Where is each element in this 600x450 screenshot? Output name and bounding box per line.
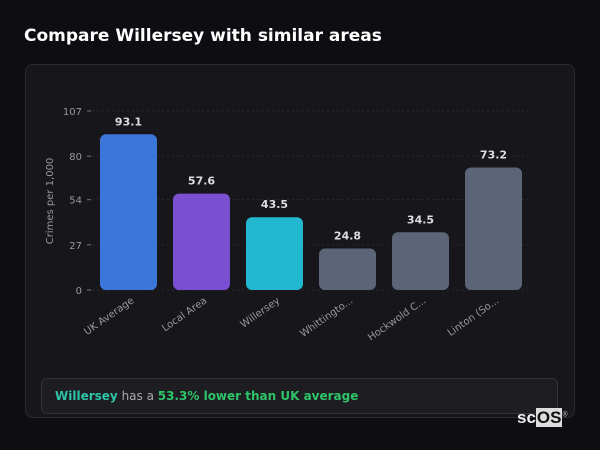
bar <box>100 134 157 290</box>
comparison-summary: Willersey has a 53.3% lower than UK aver… <box>41 378 558 414</box>
x-tick-label: Willersey <box>239 295 283 330</box>
data-label: 24.8 <box>334 230 361 243</box>
x-tick-label: Local Area <box>160 295 209 334</box>
y-axis-label: Crimes per 1,000 <box>45 158 56 245</box>
data-label: 93.1 <box>115 115 142 128</box>
data-label: 34.5 <box>407 213 434 226</box>
logo-text: sc <box>517 408 536 427</box>
x-tick-label: Linton (So... <box>446 295 501 338</box>
logo-text-box: OS <box>535 408 563 427</box>
data-label: 57.6 <box>188 175 215 188</box>
y-tick-label: 80 <box>69 152 82 163</box>
data-label: 73.2 <box>480 149 507 162</box>
y-tick-label: 54 <box>69 196 82 207</box>
bar <box>319 248 376 290</box>
bar <box>246 217 303 290</box>
y-tick-label: 107 <box>63 107 82 118</box>
area-name: Willersey <box>55 389 118 403</box>
bar <box>173 193 230 290</box>
x-tick-label: Whittingto... <box>298 295 355 339</box>
x-tick-label: Hockwold C... <box>366 295 428 343</box>
logo-mark: ® <box>562 411 568 419</box>
logo: scOS® <box>517 408 568 428</box>
x-tick-label: UK Average <box>82 295 136 337</box>
y-tick-label: 27 <box>69 241 82 252</box>
bar <box>465 167 522 290</box>
data-label: 43.5 <box>261 198 288 211</box>
bar <box>392 232 449 290</box>
page-title: Compare Willersey with similar areas <box>24 26 382 46</box>
y-tick-label: 0 <box>76 286 82 297</box>
comparison-stat: 53.3% lower than UK average <box>157 389 359 403</box>
summary-text: has a <box>117 389 158 403</box>
